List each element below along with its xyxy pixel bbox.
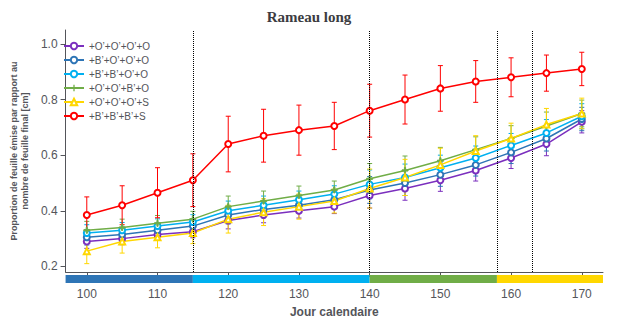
svg-text:100: 100 [77, 287, 97, 301]
svg-text:+B’+B’+O’+O: +B’+B’+O’+O [89, 69, 148, 80]
svg-text:150: 150 [430, 287, 450, 301]
svg-text:+B’+B’+B’+S: +B’+B’+B’+S [89, 111, 146, 122]
svg-text:0.8: 0.8 [41, 93, 58, 107]
svg-text:1.0: 1.0 [41, 37, 58, 51]
svg-text:Jour calendaire: Jour calendaire [290, 305, 379, 319]
svg-text:Rameau long: Rameau long [267, 9, 352, 25]
svg-text:170: 170 [572, 287, 592, 301]
svg-text:Proportion de feuille émise pa: Proportion de feuille émise par rapport … [9, 61, 19, 240]
svg-text:140: 140 [360, 287, 380, 301]
svg-text:0.6: 0.6 [41, 148, 58, 162]
svg-text:110: 110 [148, 287, 167, 301]
svg-text:+O’+O’+O’+S: +O’+O’+O’+S [89, 97, 149, 108]
svg-text:+O’+O’+O’+O: +O’+O’+O’+O [89, 41, 150, 52]
svg-text:+B’+O’+O’+O: +B’+O’+O’+O [89, 55, 149, 66]
svg-text:0.4: 0.4 [41, 204, 58, 218]
svg-text:nombre de feuille final [cm]: nombre de feuille final [cm] [20, 92, 30, 209]
svg-text:120: 120 [218, 287, 238, 301]
svg-text:0.2: 0.2 [41, 259, 58, 273]
svg-text:+O’+O’+B’+O: +O’+O’+B’+O [89, 83, 149, 94]
svg-text:130: 130 [289, 287, 309, 301]
svg-text:160: 160 [501, 287, 521, 301]
